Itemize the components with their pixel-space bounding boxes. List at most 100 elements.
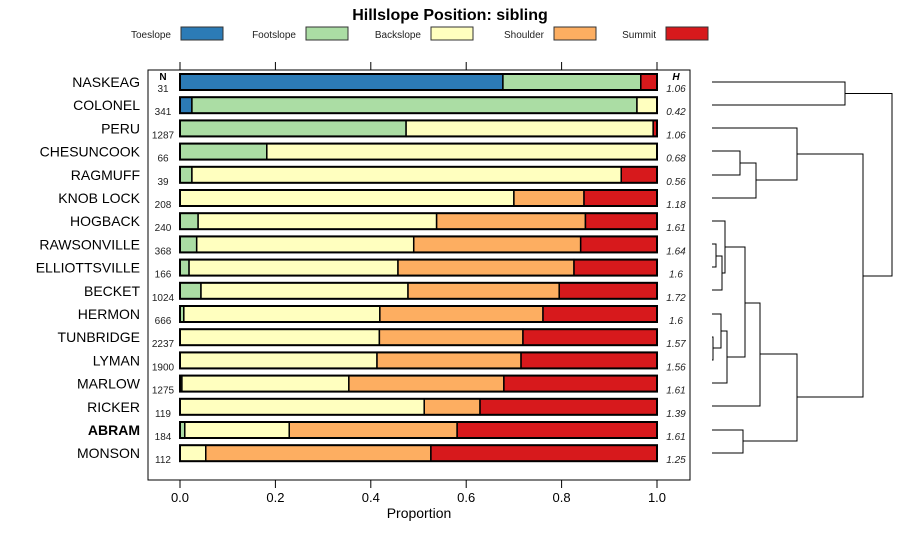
h-value: 1.39 bbox=[666, 409, 686, 420]
bar-row: NASKEAG 31 1.06 bbox=[72, 73, 686, 95]
legend-swatch bbox=[665, 26, 709, 41]
n-value: 368 bbox=[155, 246, 172, 257]
n-value: 112 bbox=[155, 455, 171, 466]
tick-label: 0.6 bbox=[457, 490, 475, 505]
tick-label: 0.4 bbox=[362, 490, 380, 505]
bar-segment-backslope bbox=[636, 96, 658, 114]
h-value: 1.6 bbox=[669, 270, 683, 281]
bar-row: MARLOW 1275 1.61 bbox=[77, 374, 686, 397]
bar-segment-footslope bbox=[179, 142, 268, 161]
bar-segment-summit bbox=[520, 351, 658, 370]
row-label: COLONEL bbox=[73, 97, 140, 113]
x-axis: 0.0 0.2 0.4 0.6 0.8 1.0 bbox=[171, 62, 666, 505]
bar-segment-shoulder bbox=[412, 235, 582, 254]
row-label: TUNBRIDGE bbox=[58, 329, 140, 345]
h-value: 1.06 bbox=[666, 84, 686, 95]
row-label: MONSON bbox=[77, 445, 140, 461]
bar-outline bbox=[179, 258, 658, 277]
bar-segment-backslope bbox=[188, 258, 399, 277]
bar-segment-shoulder bbox=[288, 421, 458, 439]
row-label: CHESUNCOOK bbox=[40, 144, 141, 160]
legend: Toeslope Footslope Backslope Shoulder Summit bbox=[131, 26, 709, 41]
bar-segment-shoulder bbox=[378, 328, 524, 346]
plot-panel bbox=[147, 69, 691, 481]
legend-swatch bbox=[180, 26, 224, 41]
bar-row: COLONEL 341 0.42 bbox=[73, 96, 686, 118]
row-label: BECKET bbox=[84, 283, 140, 299]
bar-segment-backslope bbox=[181, 374, 350, 393]
row-label: LYMAN bbox=[93, 352, 140, 368]
n-value: 31 bbox=[157, 84, 169, 95]
bar-segment-toeslope bbox=[179, 96, 193, 114]
bar-outline bbox=[179, 397, 658, 416]
bar-segment-summit bbox=[542, 305, 658, 323]
h-value: 1.57 bbox=[666, 339, 686, 350]
n-value: 1024 bbox=[152, 293, 175, 304]
row-label: RAWSONVILLE bbox=[39, 236, 140, 252]
n-value: 1275 bbox=[152, 386, 175, 397]
bar-outline bbox=[179, 281, 658, 300]
bar-segment-toeslope bbox=[179, 73, 504, 91]
bar-outline bbox=[179, 328, 658, 347]
bar-outline bbox=[179, 351, 658, 370]
bar-outline bbox=[179, 305, 658, 323]
n-value: 66 bbox=[157, 154, 169, 165]
tick-label: 0.2 bbox=[266, 490, 284, 505]
bar-outline bbox=[179, 119, 658, 138]
row-label: RICKER bbox=[87, 399, 140, 415]
bar-row: HERMON 666 1.6 bbox=[78, 305, 683, 327]
bar-outline bbox=[179, 374, 658, 393]
bar-row: ELLIOTTSVILLE 166 1.6 bbox=[36, 258, 683, 281]
bar-segment-summit bbox=[640, 73, 658, 91]
bar-outline bbox=[179, 142, 658, 161]
legend-label: Summit bbox=[622, 30, 656, 41]
bar-segment-backslope bbox=[195, 235, 415, 254]
row-label: RAGMUFF bbox=[71, 167, 140, 183]
bar-segment-footslope bbox=[191, 96, 638, 114]
h-value: 0.56 bbox=[666, 177, 686, 188]
h-value: 1.61 bbox=[666, 223, 685, 234]
bar-row: PERU 1287 1.06 bbox=[101, 119, 686, 141]
bar-segment-summit bbox=[503, 374, 658, 393]
legend-label: Footslope bbox=[252, 30, 296, 41]
row-label: HERMON bbox=[78, 306, 140, 322]
bar-segment-backslope bbox=[191, 166, 622, 184]
bar-row: RAGMUFF 39 0.56 bbox=[71, 165, 686, 188]
n-header: N bbox=[159, 72, 166, 83]
bar-segment-summit bbox=[558, 282, 658, 300]
bar-segment-shoulder bbox=[348, 374, 505, 393]
h-value: 1.64 bbox=[666, 246, 686, 257]
legend-swatch bbox=[553, 26, 597, 41]
bar-segment-summit bbox=[620, 166, 658, 184]
bar-segment-summit bbox=[479, 398, 658, 416]
h-value: 1.61 bbox=[666, 386, 685, 397]
bar-row: KNOB LOCK 208 1.18 bbox=[58, 189, 686, 211]
bar-outline bbox=[179, 165, 658, 184]
x-axis-label: Proportion bbox=[387, 505, 452, 521]
bar-outline bbox=[179, 235, 658, 254]
bar-row: LYMAN 1900 1.56 bbox=[93, 351, 686, 373]
bar-segment-backslope bbox=[266, 142, 658, 161]
bar-row: BECKET 1024 1.72 bbox=[84, 281, 686, 304]
bar-segment-backslope bbox=[184, 421, 290, 439]
h-value: 1.72 bbox=[666, 293, 686, 304]
bar-outline bbox=[179, 73, 658, 91]
bar-segment-footslope bbox=[502, 73, 642, 91]
n-value: 666 bbox=[155, 316, 172, 327]
dendrogram-branch bbox=[712, 81, 893, 454]
legend-label: Shoulder bbox=[504, 30, 545, 41]
n-value: 240 bbox=[155, 223, 172, 234]
legend-label: Backslope bbox=[375, 30, 422, 41]
legend-swatch bbox=[430, 26, 474, 41]
bar-row: MONSON 112 1.25 bbox=[77, 444, 686, 466]
bar-segment-footslope bbox=[179, 119, 407, 138]
row-label: ABRAM bbox=[88, 422, 140, 438]
h-value: 1.61 bbox=[666, 432, 685, 443]
legend-label: Toeslope bbox=[131, 30, 171, 41]
bar-segment-summit bbox=[579, 235, 658, 254]
bar-outline bbox=[179, 212, 658, 231]
bar-segment-shoulder bbox=[376, 351, 522, 370]
n-value: 166 bbox=[155, 270, 172, 281]
bar-segment-shoulder bbox=[407, 282, 560, 300]
